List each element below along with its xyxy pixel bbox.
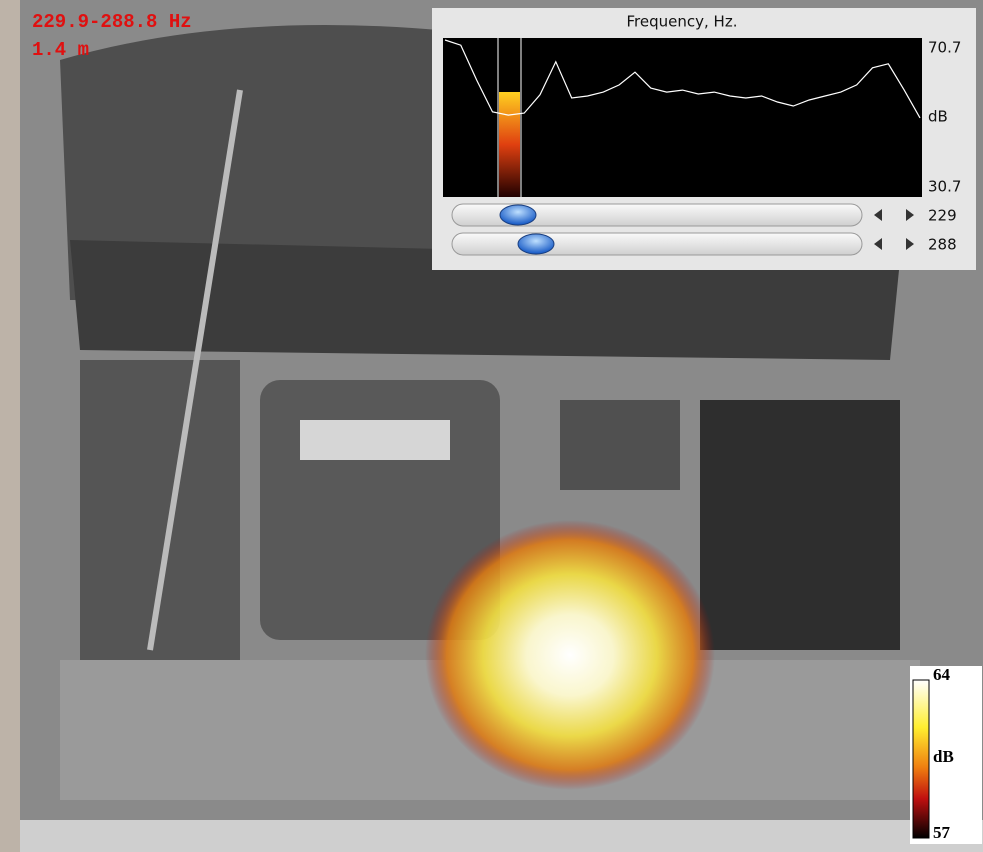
step-buttons[interactable] [874, 238, 914, 250]
slider-track[interactable] [451, 203, 863, 227]
spectrum-line [444, 39, 921, 119]
sound-hotspot [425, 520, 715, 790]
plot-area [443, 38, 922, 197]
colorbar-min: 57 [933, 823, 951, 842]
step-buttons[interactable] [874, 209, 914, 221]
distance: 1.4 m [32, 39, 89, 61]
colorbar [912, 679, 930, 839]
unit-label: dB [928, 108, 948, 126]
colorbar-max: 64 [933, 665, 951, 684]
y-min-label: 30.7 [928, 178, 961, 196]
spectrum-panel: Frequency, Hz. dB [432, 8, 976, 270]
y-max-label: 70.7 [928, 39, 961, 57]
slider-track[interactable] [451, 232, 863, 256]
slider-thumb[interactable] [517, 233, 555, 255]
slider-thumb[interactable] [499, 204, 537, 226]
colorbar-unit: dB [933, 747, 954, 766]
slider-value: 229 [928, 207, 957, 225]
frequency-range: 229.9-288.8 Hz [32, 11, 192, 33]
panel-title: Frequency, Hz. [627, 13, 738, 31]
slider-value: 288 [928, 236, 957, 254]
band-level [499, 92, 520, 197]
